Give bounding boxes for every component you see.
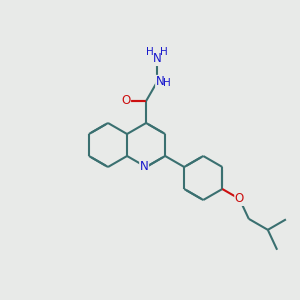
Text: N: N (140, 160, 148, 173)
Text: O: O (235, 192, 244, 206)
Text: N: N (153, 52, 161, 65)
Text: H: H (163, 78, 171, 88)
Text: N: N (156, 75, 164, 88)
Text: O: O (121, 94, 130, 107)
Text: H: H (160, 47, 168, 57)
Text: H: H (146, 47, 154, 57)
